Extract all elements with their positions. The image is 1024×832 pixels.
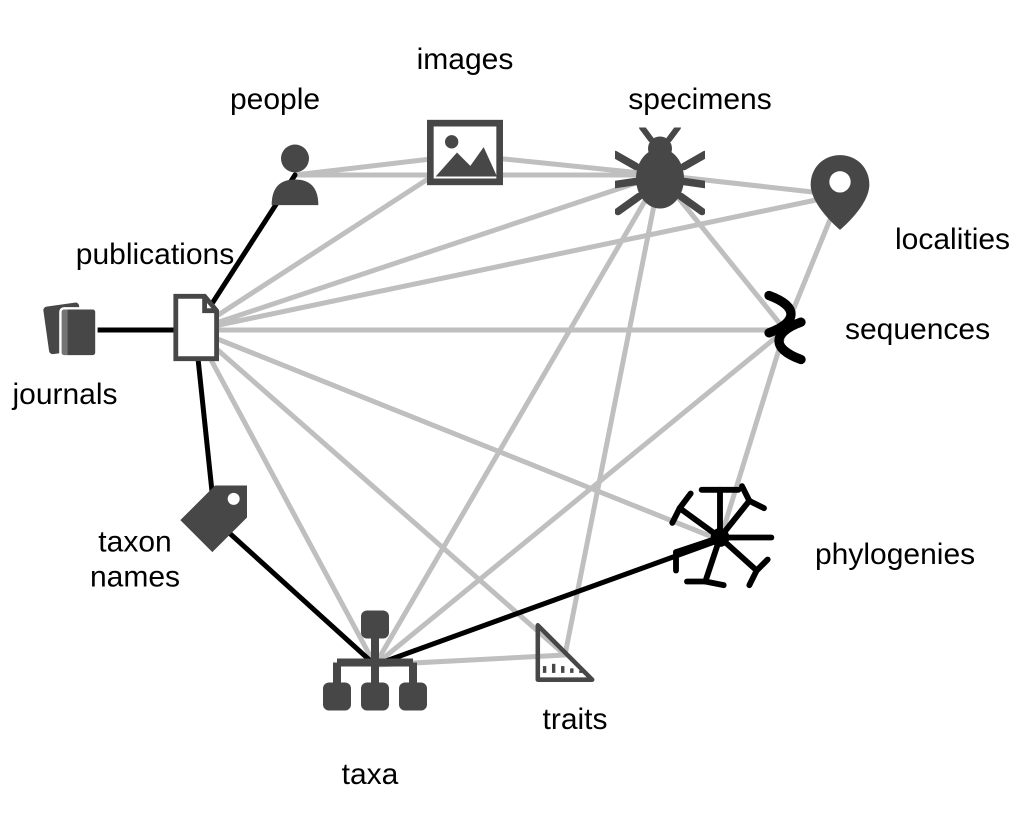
- document-icon: [159, 292, 231, 369]
- image-icon: [425, 113, 505, 198]
- ruler-icon: [531, 619, 599, 692]
- edge-specimens-taxa: [375, 175, 660, 665]
- node-people: [260, 138, 330, 213]
- label-journals: journals: [12, 378, 117, 413]
- node-sequences: [745, 288, 825, 373]
- label-publications: publications: [76, 238, 234, 273]
- books-icon: [34, 292, 106, 369]
- hierarchy-icon: [315, 603, 435, 728]
- edge-publications-phylogenies: [195, 330, 720, 540]
- node-taxa: [315, 603, 435, 728]
- node-journals: [34, 292, 106, 369]
- dna-icon: [745, 288, 825, 373]
- label-taxa: taxa: [342, 758, 399, 793]
- label-specimens: specimens: [628, 83, 771, 118]
- tree-icon: [665, 483, 775, 598]
- person-icon: [260, 138, 330, 213]
- node-phylogenies: [665, 483, 775, 598]
- node-localities: [800, 153, 880, 238]
- tag-icon: [175, 478, 255, 563]
- label-localities: localities: [895, 223, 1010, 258]
- node-publications: [159, 292, 231, 369]
- bug-icon: [615, 128, 705, 223]
- edge-publications-localities: [195, 195, 840, 330]
- edge-layer: [0, 0, 1024, 832]
- diagram-stage: images people specimens localities publicati…: [0, 0, 1024, 832]
- node-images: [425, 113, 505, 198]
- label-traits: traits: [542, 703, 607, 738]
- node-specimens: [615, 128, 705, 223]
- label-people: people: [230, 83, 320, 118]
- label-images: images: [417, 43, 514, 78]
- label-sequences: sequences: [845, 313, 990, 348]
- node-traits: [531, 619, 599, 692]
- edge-specimens-traits: [565, 175, 660, 655]
- label-taxon_names: taxon names: [90, 526, 180, 595]
- node-taxon_names: [175, 478, 255, 563]
- label-phylogenies: phylogenies: [815, 538, 975, 573]
- pin-icon: [800, 153, 880, 238]
